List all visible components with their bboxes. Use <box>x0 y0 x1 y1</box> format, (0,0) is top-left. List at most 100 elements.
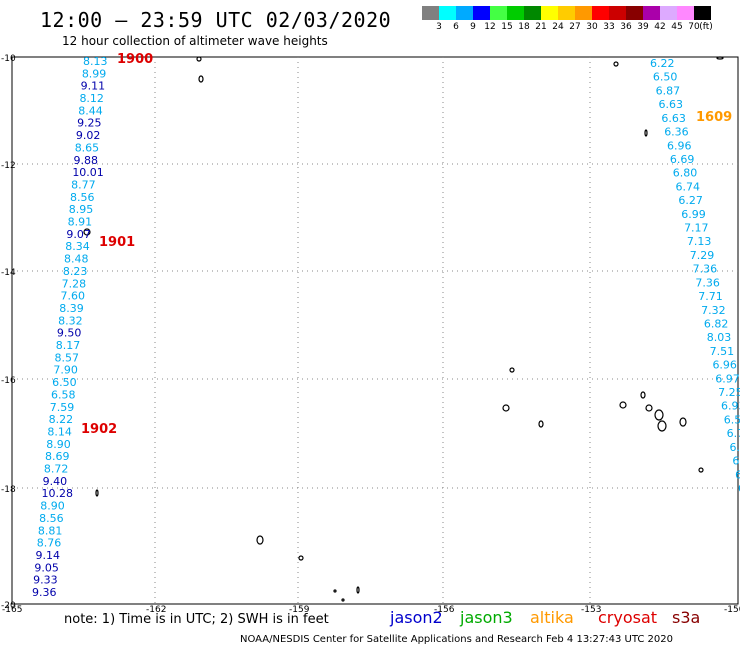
island <box>83 228 91 236</box>
legend-swatch <box>626 6 643 20</box>
island <box>256 535 264 545</box>
island <box>196 56 202 62</box>
satellite-jason2: jason2 <box>390 608 443 627</box>
wave-height-label: 8.81 <box>38 524 63 537</box>
wave-height-label: 8.03 <box>707 331 732 344</box>
lat-tick-label: -10 <box>1 54 16 64</box>
wave-height-label: 6.58 <box>51 388 76 401</box>
footer-note: note: 1) Time is in UTC; 2) SWH is in fe… <box>64 612 329 627</box>
wave-height-label: 7.13 <box>687 235 712 248</box>
wave-height-label: 7.32 <box>701 304 726 317</box>
wave-height-label: 6.36 <box>664 126 689 139</box>
lon-tick-label: -156 <box>434 605 455 615</box>
wave-height-label: 6.27 <box>678 194 703 207</box>
wave-height-label: 7.25 <box>718 386 740 399</box>
legend-tick: 6 <box>453 22 459 32</box>
wave-height-label: 8.22 <box>49 413 74 426</box>
wave-height-label: 9.88 <box>74 154 99 167</box>
satellite-altika: altika <box>530 608 574 627</box>
wave-height-label: 9.07 <box>66 228 91 241</box>
wave-height-label: 8.69 <box>45 450 69 463</box>
legend-tick: 36 <box>620 22 632 32</box>
wave-height-label: 8.90 <box>40 500 64 513</box>
wave-height-label: 8.65 <box>75 141 100 154</box>
wave-height-label: 9.50 <box>57 327 82 340</box>
island <box>657 420 667 432</box>
legend-tick: 70 <box>688 22 700 32</box>
page-subtitle: 12 hour collection of altimeter wave hei… <box>62 34 328 48</box>
wave-height-label: 8.76 <box>37 537 62 550</box>
island <box>502 404 510 412</box>
wave-height-label: 7.51 <box>710 345 735 358</box>
wave-height-label: 8.44 <box>78 104 103 117</box>
legend-swatch <box>507 6 524 20</box>
wave-height-label: 9.36 <box>32 586 57 599</box>
legend-swatch <box>677 6 694 20</box>
lat-tick-label: -14 <box>1 268 16 278</box>
island <box>619 401 627 409</box>
legend-swatch <box>609 6 626 20</box>
legend-tick: 21 <box>535 22 547 32</box>
island <box>613 61 619 67</box>
wave-height-label: 6.93 <box>721 400 740 413</box>
lat-tick-label: -20 <box>1 601 16 611</box>
wave-height-label: 8.72 <box>44 463 69 476</box>
wave-height-label: 6.74 <box>676 180 701 193</box>
wave-height-label: 8.23 <box>63 265 87 278</box>
page-title: 12:00 – 23:59 UTC 02/03/2020 <box>40 8 392 32</box>
wave-height-label: 6.50 <box>653 71 678 84</box>
legend-tick: 9 <box>470 22 476 32</box>
legend-swatch <box>473 6 490 20</box>
legend-swatch <box>524 6 541 20</box>
wave-height-label: 6.69 <box>670 153 695 166</box>
legend-swatch <box>575 6 592 20</box>
wave-height-label: 6.80 <box>673 167 698 180</box>
wave-height-label: 7.59 <box>50 401 74 414</box>
wave-height-label: 8.17 <box>56 339 81 352</box>
lon-tick-label: -162 <box>146 605 166 615</box>
wave-height-label: 10.01 <box>72 166 104 179</box>
pass-time-label: 1900 <box>117 52 153 67</box>
legend-swatch <box>490 6 507 20</box>
wave-height-label: 8.39 <box>59 302 84 315</box>
wave-height-label: 7.29 <box>690 249 715 262</box>
island <box>644 129 648 137</box>
wave-height-label: 7.28 <box>62 277 87 290</box>
legend-tick: 12 <box>484 22 496 32</box>
wave-height-label: 8.32 <box>58 314 82 327</box>
legend-tick: 3 <box>436 22 442 32</box>
satellite-jason3: jason3 <box>460 608 513 627</box>
island <box>538 420 544 428</box>
pass-time-label: 1901 <box>99 235 135 250</box>
wave-height-label: 6.7 <box>727 427 740 440</box>
wave-height-label: 7.36 <box>695 276 720 289</box>
wave-height-label: 6.50 <box>52 376 77 389</box>
legend-tick: 30 <box>586 22 598 32</box>
island <box>698 467 704 473</box>
wave-height-label: 9.25 <box>77 117 102 130</box>
pass-time-label: 1609 <box>696 110 732 125</box>
wave-height-label: 8.48 <box>64 253 89 266</box>
pass-time-label: 1902 <box>81 422 117 437</box>
wave-height-label: 9.14 <box>36 549 61 562</box>
satellite-s3a: s3a <box>672 608 701 627</box>
wave-height-label: 8.56 <box>70 191 95 204</box>
wave-height-label: 6.63 <box>659 98 684 111</box>
island <box>356 586 360 594</box>
wave-height-label: 6 <box>738 482 740 495</box>
map-frame <box>11 56 739 605</box>
island <box>679 417 687 427</box>
wave-height-label: 6 <box>735 468 740 481</box>
legend-tick: 42 <box>654 22 666 32</box>
legend-tick: 18 <box>518 22 530 32</box>
legend-swatch <box>558 6 575 20</box>
wave-height-label: 8.95 <box>69 203 94 216</box>
wave-height-label: 6.99 <box>681 208 706 221</box>
color-legend <box>422 6 711 20</box>
legend-swatch <box>694 6 711 20</box>
lat-tick-label: -18 <box>1 485 16 495</box>
satellite-cryosat: cryosat <box>598 608 658 627</box>
wave-height-label: 6 <box>732 455 739 468</box>
wave-height-label: 9.11 <box>81 80 106 93</box>
wave-height-label: 6.96 <box>712 359 737 372</box>
